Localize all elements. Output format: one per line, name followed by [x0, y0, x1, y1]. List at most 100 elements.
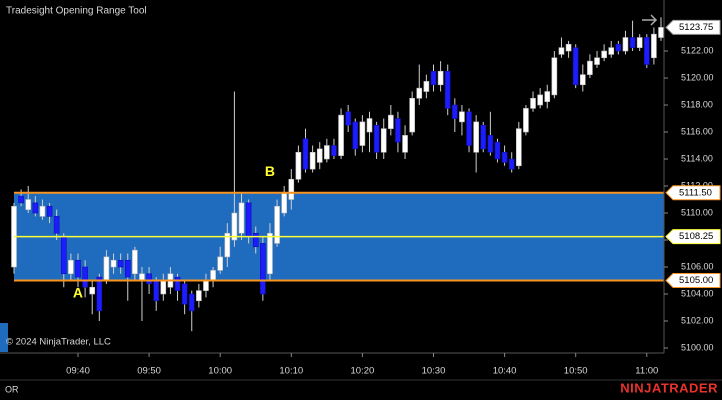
annotation: A — [73, 285, 83, 301]
candle-body — [388, 114, 394, 129]
y-tick-label: 5120.00 — [681, 72, 714, 82]
candle-body — [25, 199, 32, 210]
range-high-tag-box — [665, 185, 721, 201]
candle-body — [132, 249, 138, 275]
range-mid-tag-box — [665, 229, 721, 245]
candle-body — [473, 121, 479, 153]
candle-body — [316, 148, 323, 163]
candle-body — [39, 205, 46, 217]
candle-body — [203, 280, 209, 291]
candle-body — [32, 202, 39, 214]
candle-body — [402, 135, 408, 153]
x-tick-label: 09:50 — [137, 366, 161, 377]
candle-body — [60, 236, 67, 275]
candle-body — [380, 128, 387, 153]
x-tick-label: 10:30 — [422, 366, 446, 377]
last-price-tag-box — [665, 19, 721, 35]
candle-body — [324, 145, 330, 160]
candle-body — [139, 273, 145, 281]
x-tick-label: 10:10 — [279, 366, 303, 377]
candle-body — [288, 178, 295, 200]
candle-body — [366, 118, 373, 133]
y-tick-label: 5114.00 — [681, 153, 713, 163]
copyright-badge — [0, 323, 8, 352]
range-mid-tag: 5108.25 — [679, 231, 713, 242]
candle-body — [309, 151, 316, 170]
candle-body — [224, 232, 231, 258]
candle-body — [302, 138, 309, 170]
candle-body — [89, 286, 96, 295]
candle-body — [196, 290, 202, 302]
candle-body — [352, 121, 359, 150]
candle-body — [430, 70, 437, 86]
y-tick-label: 5100.00 — [681, 342, 714, 352]
candle-body — [174, 276, 181, 291]
y-tick-label: 5106.00 — [681, 261, 714, 271]
candle-body — [210, 270, 216, 281]
candle-body — [46, 205, 53, 217]
scroll-arrow[interactable] — [642, 14, 658, 26]
candle-body — [558, 47, 565, 55]
y-tick-label: 5104.00 — [681, 288, 714, 298]
x-tick-label: 10:20 — [350, 366, 374, 377]
candle-body — [658, 27, 664, 38]
candle-body — [117, 259, 124, 268]
candle-body — [437, 70, 444, 86]
candle-body — [295, 151, 302, 180]
candle-body — [622, 37, 629, 52]
annotation: B — [265, 163, 275, 179]
plot-area — [11, 17, 664, 332]
candle-body — [551, 57, 558, 96]
candle-body — [338, 114, 344, 156]
candle-body — [18, 195, 24, 204]
candle-body — [110, 259, 117, 268]
candle-body — [530, 97, 536, 109]
candle-body — [53, 216, 60, 234]
candle-body — [444, 70, 451, 109]
candle-body — [615, 43, 622, 52]
candle-body — [267, 232, 273, 275]
candle-body — [96, 276, 103, 312]
candle-body — [608, 47, 615, 55]
candle-body — [82, 266, 88, 288]
candle-body — [281, 192, 287, 214]
candle-body — [260, 243, 266, 295]
candle-body — [501, 151, 508, 163]
copyright: © 2024 NinjaTrader, LLC — [6, 337, 111, 348]
candle-body — [153, 280, 159, 302]
x-tick-label: 10:40 — [493, 366, 517, 377]
candle-body — [579, 74, 586, 86]
chart-title: Tradesight Opening Range Tool — [6, 6, 147, 17]
y-tick-label: 5110.00 — [681, 207, 713, 217]
candle-body — [565, 43, 572, 52]
x-tick-label: 10:00 — [208, 366, 232, 377]
x-tick-label: 10:50 — [564, 366, 588, 377]
y-tick-label: 5118.00 — [681, 99, 713, 109]
candle-body — [245, 202, 252, 237]
indicator-label: OR — [5, 384, 19, 394]
candle-body — [124, 259, 131, 278]
candle-body — [544, 91, 551, 102]
range-low-tag: 5105.00 — [679, 275, 713, 286]
candle-body — [508, 158, 515, 170]
candle-body — [75, 259, 81, 278]
candle-body — [572, 47, 579, 86]
candle-body — [459, 111, 465, 123]
candle-body — [238, 202, 245, 234]
x-tick-label: 11:00 — [635, 366, 658, 377]
candle-body — [480, 124, 487, 150]
candle-body — [409, 97, 415, 133]
candle-body — [587, 60, 593, 75]
candle-body — [537, 94, 543, 106]
candle-body — [601, 50, 607, 59]
candle-body — [594, 57, 600, 65]
range-high-tag: 5111.50 — [679, 187, 712, 198]
candle-body — [231, 212, 238, 241]
x-tick-label: 09:40 — [66, 366, 90, 377]
candle-body — [331, 145, 337, 156]
y-tick-label: 5122.00 — [681, 45, 714, 55]
candle-body — [651, 33, 657, 59]
candle-body — [523, 108, 529, 133]
candle-body — [68, 259, 74, 275]
candle-body — [516, 128, 522, 167]
